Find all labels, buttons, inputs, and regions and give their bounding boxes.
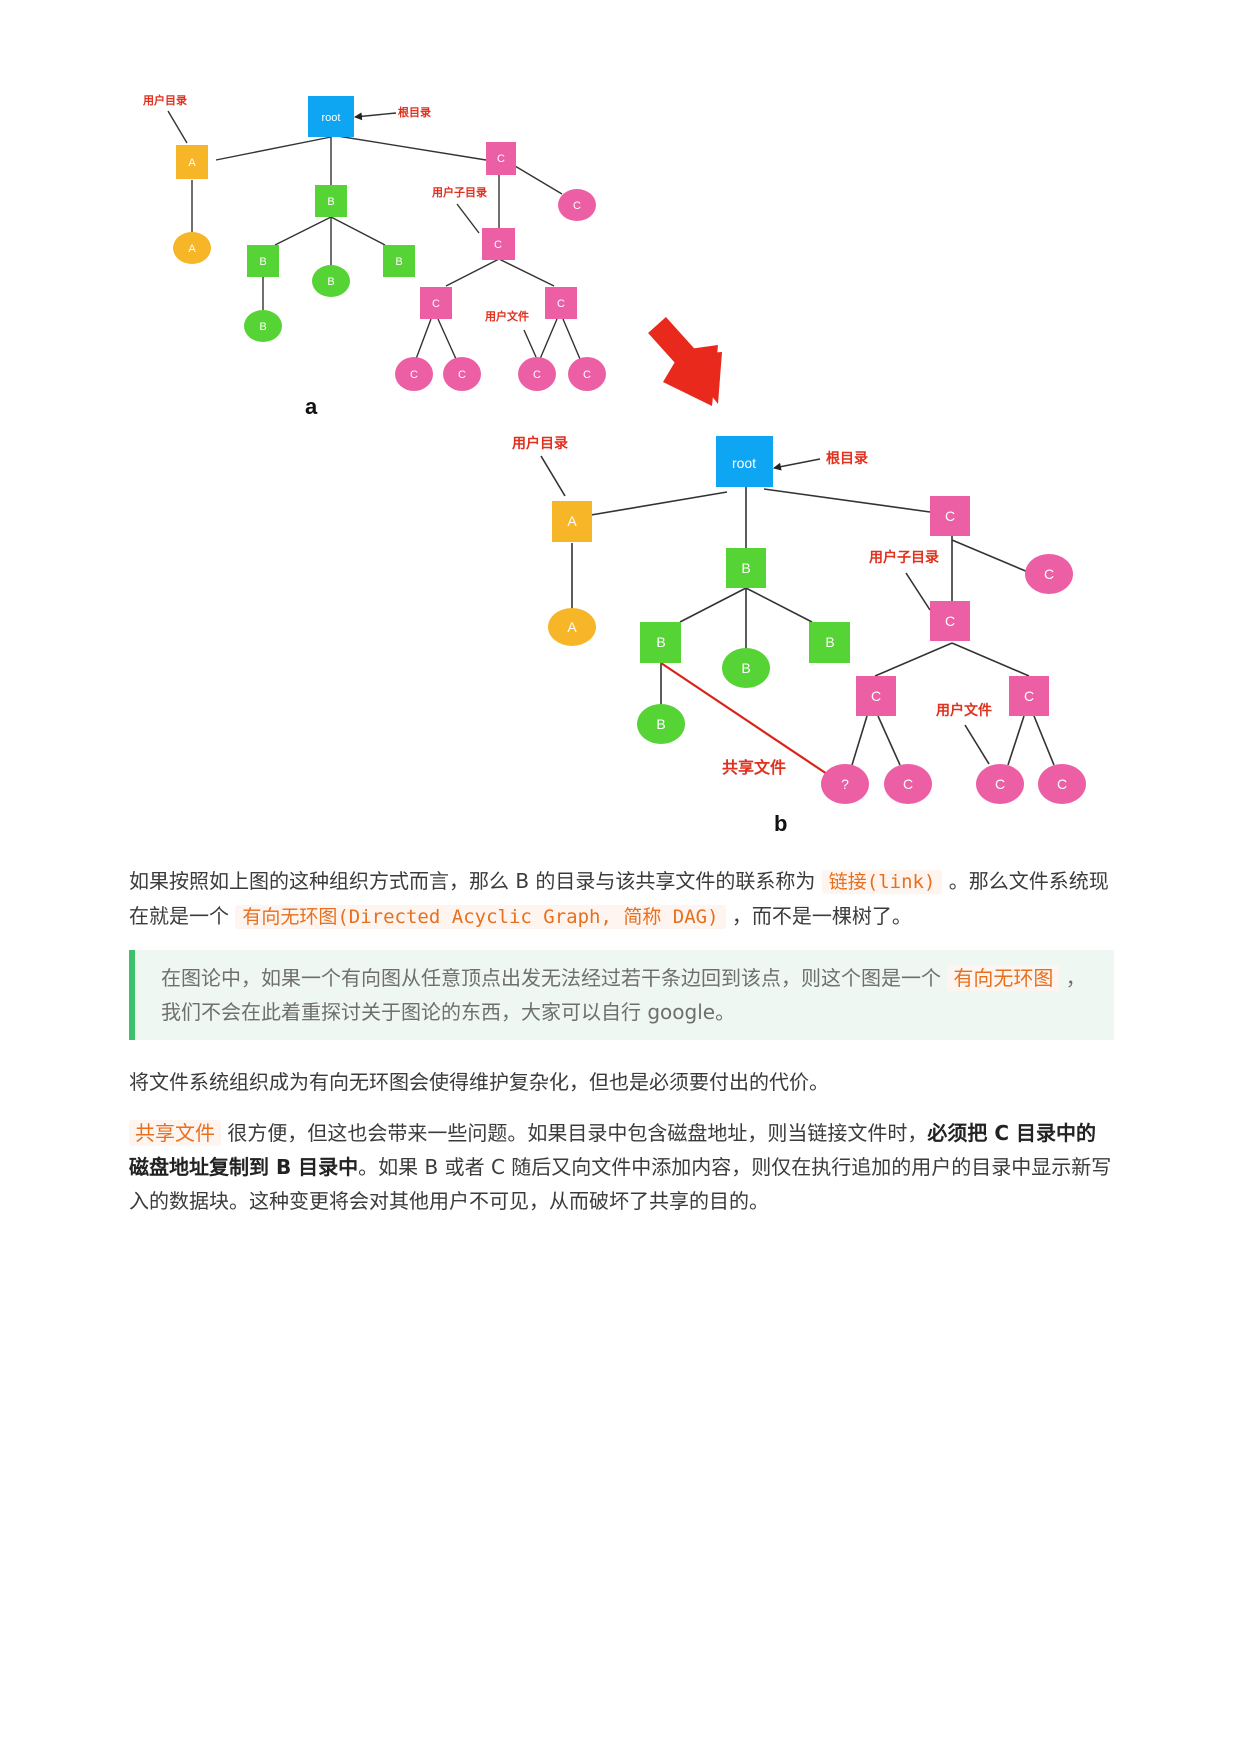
- node-c-dir: C: [945, 613, 955, 629]
- file-system-diagrams: 用户目录 根目录 用户子目录 用户文件 root A A B B B B B: [143, 93, 1086, 836]
- node-c-file: C: [458, 369, 466, 381]
- para1-text-3: ，而不是一棵树了。: [725, 904, 912, 928]
- label-root-dir: 根目录: [826, 450, 868, 466]
- node-c-file: C: [573, 200, 581, 212]
- node-b-dir: B: [259, 256, 266, 268]
- quote-text-1: 在图论中，如果一个有向图从任意顶点出发无法经过若干条边回到该点，则这个图是一个: [161, 966, 948, 990]
- node-shared-file: ?: [841, 776, 849, 792]
- code-dag: 有向无环图(Directed Acyclic Graph, 简称 DAG): [235, 905, 726, 929]
- node-c-dir: C: [497, 153, 505, 165]
- para1-text-2: 。那么文件系统现在就是一个: [129, 869, 1109, 928]
- node-b-dir: B: [656, 634, 665, 650]
- paragraph-dag-cost: 将文件系统组织成为有向无环图会使得维护复杂化，但也是必须要付出的代价。: [129, 1065, 1114, 1099]
- node-a-file: A: [188, 243, 196, 255]
- label-user-file: 用户文件: [936, 702, 992, 718]
- node-c-dir: C: [557, 298, 565, 310]
- paragraph-link-dag: 如果按照如上图的这种组织方式而言，那么 B 的目录与该共享文件的联系称为 链接(…: [129, 864, 1114, 934]
- node-b-file: B: [327, 276, 334, 288]
- node-c-file: C: [583, 369, 591, 381]
- node-c-file: C: [533, 369, 541, 381]
- code-link: 链接(link): [821, 870, 943, 894]
- label-user-subdir: 用户子目录: [432, 185, 487, 199]
- node-root: root: [732, 455, 756, 471]
- node-c-file: C: [995, 776, 1005, 792]
- node-b-dir: B: [395, 256, 402, 268]
- para3-bold: 必须把 C 目录中的磁盘地址复制到 B 目录中: [129, 1121, 1096, 1179]
- node-b-dir: B: [741, 560, 750, 576]
- node-c-dir: C: [432, 298, 440, 310]
- paragraph-shared-file-issues: 共享文件 很方便，但这也会带来一些问题。如果目录中包含磁盘地址，则当链接文件时，…: [129, 1116, 1114, 1218]
- para3-text-2: 。如果 B 或者 C 随后又向文件中添加内容，则仅在执行追加的用户的目录中显示新…: [129, 1155, 1112, 1213]
- node-c-dir: C: [945, 508, 955, 524]
- node-a-dir: A: [567, 513, 577, 529]
- node-b-dir: B: [825, 634, 834, 650]
- quote-highlight: 有向无环图: [947, 965, 1060, 991]
- shared-link-line: [660, 662, 831, 777]
- label-user-file: 用户文件: [485, 309, 529, 323]
- para1-text-1: 如果按照如上图的这种组织方式而言，那么 B 的目录与该共享文件的联系称为: [129, 869, 822, 893]
- label-user-dir: 用户目录: [143, 93, 187, 107]
- shared-file-highlight: 共享文件: [129, 1120, 221, 1146]
- label-user-subdir: 用户子目录: [869, 549, 939, 565]
- node-a-dir: A: [188, 157, 196, 169]
- node-a-file: A: [567, 619, 577, 635]
- para3-text-1: 很方便，但这也会带来一些问题。如果目录中包含磁盘地址，则当链接文件时，: [221, 1121, 928, 1145]
- node-b-file: B: [656, 716, 665, 732]
- transition-arrow-icon: [648, 316, 722, 406]
- caption-a: a: [305, 394, 318, 419]
- node-c-file: C: [903, 776, 913, 792]
- node-c-dir: C: [494, 239, 502, 251]
- node-b-dir: B: [327, 196, 334, 208]
- caption-b: b: [774, 811, 787, 836]
- label-shared-file: 共享文件: [722, 758, 786, 777]
- diagram-a: 用户目录 根目录 用户子目录 用户文件 root A A B B B B B: [143, 93, 606, 419]
- node-b-file: B: [741, 660, 750, 676]
- node-c-file: C: [1044, 566, 1054, 582]
- node-b-file: B: [259, 321, 266, 333]
- node-c-file: C: [410, 369, 418, 381]
- node-c-dir: C: [871, 688, 881, 704]
- node-root: root: [322, 112, 341, 124]
- para2-text: 将文件系统组织成为有向无环图会使得维护复杂化，但也是必须要付出的代价。: [129, 1070, 829, 1094]
- label-root-dir: 根目录: [398, 105, 431, 119]
- node-c-file: C: [1057, 776, 1067, 792]
- blockquote-dag-definition: 在图论中，如果一个有向图从任意顶点出发无法经过若干条边回到该点，则这个图是一个 …: [129, 950, 1114, 1040]
- diagram-b: 用户目录 根目录 用户子目录 用户文件 共享文件 root A A B B B: [512, 435, 1086, 836]
- quote-text-2: ，我们不会在此着重探讨关于图论的东西，大家可以自行 google。: [161, 966, 1086, 1024]
- node-c-dir: C: [1024, 688, 1034, 704]
- label-user-dir: 用户目录: [512, 435, 568, 451]
